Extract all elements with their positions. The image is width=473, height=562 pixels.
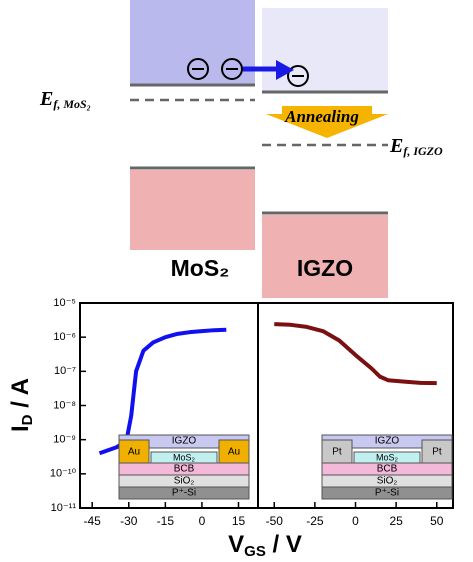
layer-label: SiO₂ <box>174 476 195 487</box>
layer <box>321 486 453 500</box>
x-tick-label: -50 <box>266 514 284 528</box>
mos2-label: MoS₂ <box>171 255 230 281</box>
x-tick-label: -30 <box>120 514 138 528</box>
annealing-arrow <box>266 106 388 138</box>
y-tick-label: 10⁻⁵ <box>53 297 76 309</box>
mos2-conduction-band <box>130 0 255 85</box>
unit: / V <box>266 531 302 558</box>
channel-label: MoS₂ <box>173 452 196 462</box>
x-tick-label: -25 <box>306 514 324 528</box>
y-tick-label: 10⁻¹⁰ <box>50 468 77 480</box>
y-tick-label: 10⁻⁶ <box>53 331 76 343</box>
y-axis-label: ID / A <box>7 378 36 432</box>
layer-label: BCB <box>377 464 398 475</box>
contact <box>218 439 250 464</box>
symbol: E <box>389 135 403 157</box>
symbol: E <box>39 88 53 110</box>
y-tick-label: 10⁻⁹ <box>53 434 76 446</box>
symbol: V <box>228 531 244 558</box>
contact-label: Pt <box>432 447 442 458</box>
x-tick-label: -15 <box>157 514 175 528</box>
mos2-valence-band <box>130 170 255 250</box>
igzo-label: IGZO <box>172 436 197 447</box>
igzo-conduction-band <box>262 8 388 92</box>
y-tick-label: 10⁻⁸ <box>53 399 76 411</box>
x-tick-label: -45 <box>84 514 102 528</box>
channel-label: MoS₂ <box>376 452 399 462</box>
layer-label: P⁺-Si <box>375 488 399 499</box>
electrons <box>187 58 309 87</box>
x-tick-label: 0 <box>352 514 359 528</box>
channel-layer <box>353 451 421 464</box>
layer-label: BCB <box>174 464 195 475</box>
x-tick-label: 15 <box>232 514 246 528</box>
subscript: f, MoS₂ <box>53 97 91 111</box>
ef-mos2-label: Ef, MoS₂ <box>39 88 91 111</box>
subscript: D <box>19 414 36 425</box>
contact <box>118 439 150 464</box>
symbol: I <box>7 425 34 432</box>
arrow-head <box>276 60 294 80</box>
layer <box>118 486 250 500</box>
unit: / A <box>7 378 34 414</box>
y-tick-label: 10⁻⁷ <box>54 365 76 377</box>
layer-label: SiO₂ <box>377 476 398 487</box>
x-tick-label: 50 <box>430 514 444 528</box>
igzo-valence-band <box>262 215 388 298</box>
contact <box>421 439 453 464</box>
subscript: f, IGZO <box>403 144 443 158</box>
ef-igzo-label: Ef, IGZO <box>389 135 443 158</box>
annealing-label: Annealing <box>284 107 359 126</box>
channel-layer <box>150 451 218 464</box>
contact-label: Pt <box>332 447 342 458</box>
x-tick-label: 0 <box>199 514 206 528</box>
contact-label: Au <box>228 447 240 458</box>
x-axis-label: VGS / V <box>228 531 302 560</box>
contact-label: Au <box>128 447 140 458</box>
contact <box>321 439 353 464</box>
igzo-label: IGZO <box>375 436 400 447</box>
data-line <box>274 322 437 386</box>
y-tick-label: 10⁻¹¹ <box>51 502 77 514</box>
igzo-label: IGZO <box>297 255 353 281</box>
subscript: GS <box>244 543 266 560</box>
layer-label: P⁺-Si <box>172 488 196 499</box>
plots: 10⁻¹¹ 10⁻¹⁰ 10⁻⁹ 10⁻⁸ 10⁻⁷ 10⁻⁶ 10⁻⁵ -45 -30 -15 0… <box>7 297 454 560</box>
x-tick-label: 25 <box>389 514 403 528</box>
